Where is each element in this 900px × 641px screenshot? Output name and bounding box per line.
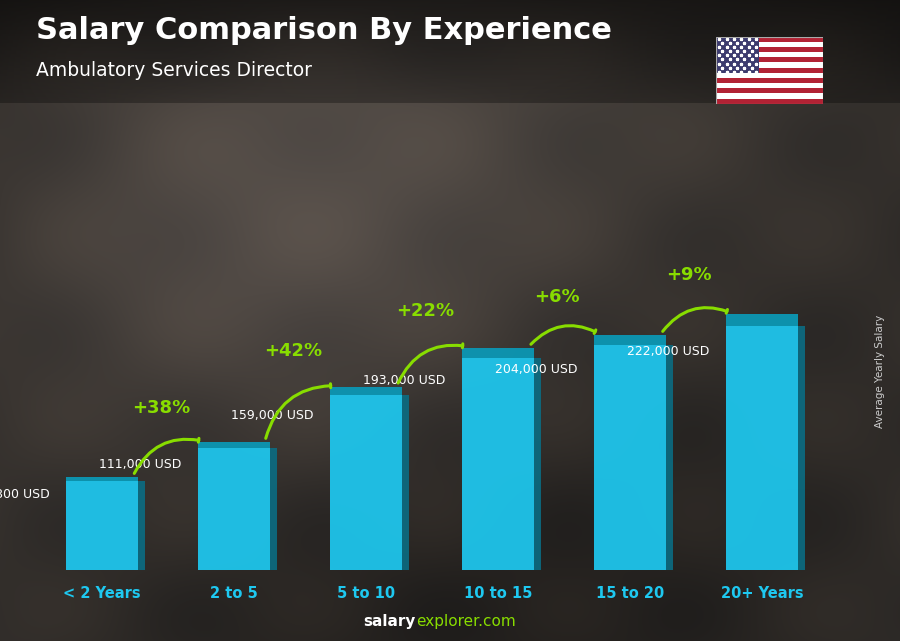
- Text: < 2 Years: < 2 Years: [63, 586, 140, 601]
- Bar: [198, 442, 270, 570]
- Bar: [198, 442, 270, 448]
- Bar: [594, 335, 666, 570]
- Bar: [329, 387, 402, 395]
- Bar: [462, 347, 535, 358]
- Bar: [716, 52, 823, 57]
- Bar: [594, 335, 666, 345]
- Text: +42%: +42%: [265, 342, 322, 360]
- Bar: [139, 481, 145, 570]
- Text: 159,000 USD: 159,000 USD: [231, 409, 314, 422]
- Text: 15 to 20: 15 to 20: [596, 586, 664, 601]
- Bar: [270, 448, 277, 570]
- Text: 10 to 15: 10 to 15: [464, 586, 532, 601]
- Text: 204,000 USD: 204,000 USD: [495, 363, 578, 376]
- Text: 2 to 5: 2 to 5: [210, 586, 258, 601]
- Text: 222,000 USD: 222,000 USD: [627, 345, 710, 358]
- Bar: [716, 94, 823, 99]
- Bar: [716, 78, 823, 83]
- Text: 80,800 USD: 80,800 USD: [0, 488, 50, 501]
- Bar: [66, 477, 139, 481]
- Bar: [725, 314, 798, 570]
- Text: 5 to 10: 5 to 10: [337, 586, 395, 601]
- Text: +38%: +38%: [132, 399, 191, 417]
- Text: Average Yearly Salary: Average Yearly Salary: [875, 315, 886, 428]
- Bar: [716, 99, 823, 104]
- Bar: [66, 477, 139, 570]
- Text: +22%: +22%: [396, 302, 454, 320]
- Bar: [716, 37, 823, 42]
- Text: explorer.com: explorer.com: [416, 615, 516, 629]
- Bar: [402, 395, 409, 570]
- Text: 193,000 USD: 193,000 USD: [364, 374, 446, 387]
- Bar: [535, 358, 541, 570]
- Text: Salary Comparison By Experience: Salary Comparison By Experience: [36, 16, 612, 45]
- Text: 111,000 USD: 111,000 USD: [100, 458, 182, 470]
- Bar: [798, 326, 805, 570]
- Bar: [716, 57, 823, 62]
- Bar: [725, 314, 798, 326]
- Bar: [329, 387, 402, 570]
- Text: +9%: +9%: [667, 266, 712, 284]
- Bar: [666, 345, 673, 570]
- Bar: [462, 347, 535, 570]
- Bar: [716, 73, 823, 78]
- Bar: [716, 42, 823, 47]
- Bar: [716, 67, 823, 73]
- Bar: [716, 47, 823, 52]
- Bar: [716, 83, 823, 88]
- Text: Ambulatory Services Director: Ambulatory Services Director: [36, 61, 312, 80]
- Bar: [716, 88, 823, 94]
- Text: salary: salary: [364, 615, 416, 629]
- Text: +6%: +6%: [535, 288, 581, 306]
- Bar: [716, 62, 823, 67]
- Text: 20+ Years: 20+ Years: [721, 586, 804, 601]
- Bar: [716, 37, 759, 73]
